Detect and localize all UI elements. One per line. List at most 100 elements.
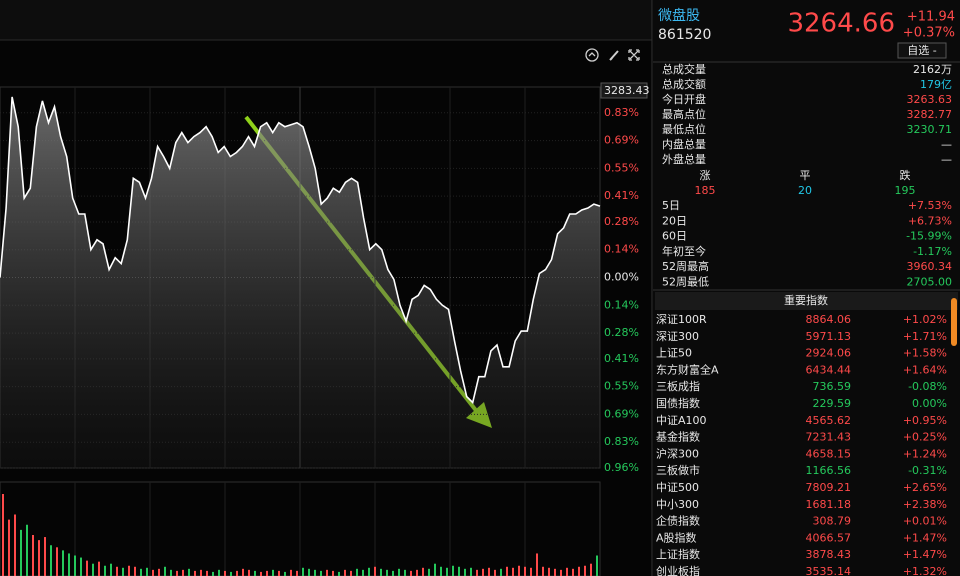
high-label-box	[600, 82, 648, 99]
volume-bar	[56, 547, 58, 576]
volume-bar	[134, 566, 136, 576]
period-value: +6.73%	[908, 214, 952, 227]
change: +11.94	[907, 10, 955, 25]
y-tick-label: 0.96%	[604, 461, 639, 474]
index-name: 深证300	[656, 330, 699, 343]
volume-bar	[512, 567, 514, 576]
index-change: +1.47%	[903, 548, 947, 561]
stat-value: 3282.77	[907, 108, 953, 121]
toolbar	[585, 48, 640, 62]
stat-label: 外盘总量	[662, 152, 706, 166]
index-name: 东方财富全A	[656, 362, 719, 376]
index-change: +2.38%	[903, 498, 947, 511]
y-tick-label: 0.83%	[604, 106, 639, 119]
volume-bar	[146, 567, 148, 576]
index-name: 三板做市	[656, 463, 700, 477]
y-tick-label: 0.14%	[604, 298, 639, 311]
volume-bar	[572, 568, 574, 576]
volume-bar	[566, 567, 568, 576]
period-value: -15.99%	[906, 230, 952, 243]
volume-bar	[140, 568, 142, 576]
collapse-icon[interactable]	[585, 48, 599, 62]
volume-bar	[98, 561, 100, 576]
index-value: 7809.21	[806, 481, 852, 494]
volume-bar	[560, 569, 562, 576]
volume-bar	[338, 571, 340, 576]
breadth-label: 跌	[900, 168, 911, 182]
index-value: 1681.18	[806, 498, 852, 511]
volume-bar	[416, 569, 418, 576]
volume-bar	[260, 571, 262, 576]
volume-bar	[164, 566, 166, 576]
stat-label: 最低点位	[662, 122, 706, 136]
index-value: 308.79	[813, 515, 852, 528]
index-value: 6434.44	[806, 363, 852, 376]
volume-bar	[320, 570, 322, 576]
period-label: 60日	[662, 230, 687, 243]
volume-bar	[434, 563, 436, 576]
volume-bar	[122, 567, 124, 576]
draw-icon[interactable]	[609, 50, 619, 61]
index-change: +1.58%	[903, 347, 947, 360]
volume-bar	[20, 529, 22, 576]
period-label: 52周最低	[662, 276, 709, 289]
period-value: 3960.34	[907, 260, 953, 273]
index-name: 创业板指	[656, 564, 700, 576]
volume-bar	[230, 571, 232, 576]
watchlist-button[interactable]	[897, 42, 947, 59]
index-title: 重要指数	[784, 293, 828, 307]
volume-bar	[494, 569, 496, 576]
volume-bar	[176, 570, 178, 576]
watchlist-label[interactable]: 自选 -	[907, 44, 936, 57]
volume-bar	[290, 569, 292, 576]
stat-value: 3230.71	[907, 123, 953, 136]
index-value: 8864.06	[806, 313, 852, 326]
stock-code: 861520	[658, 27, 711, 43]
index-value: 2924.06	[806, 347, 852, 360]
volume-bar	[266, 570, 268, 576]
volume-bar	[536, 553, 538, 576]
period-value: +7.53%	[908, 199, 952, 212]
volume-bar	[476, 569, 478, 576]
volume-bar	[38, 540, 40, 576]
volume-bar	[590, 563, 592, 576]
volume-bar	[368, 567, 370, 576]
breadth-label: 平	[800, 169, 811, 182]
index-name: 企债指数	[656, 514, 700, 528]
volume-bar	[104, 565, 106, 576]
volume-bar	[326, 569, 328, 576]
volume-bar	[278, 570, 280, 576]
index-name: 中证500	[656, 481, 699, 494]
stat-label: 最高点位	[662, 107, 706, 121]
index-change: +1.02%	[903, 313, 947, 326]
fullscreen-icon[interactable]	[628, 49, 640, 61]
scrollbar[interactable]	[951, 298, 957, 346]
y-tick-label: 0.55%	[604, 380, 639, 393]
stat-value: 179亿	[920, 78, 952, 91]
breadth-value: 20	[798, 184, 812, 197]
volume-bar	[302, 567, 304, 576]
y-tick-label: 0.28%	[604, 215, 639, 228]
stat-label: 今日开盘	[662, 92, 706, 106]
volume-bar	[356, 568, 358, 576]
stat-value: 2162万	[913, 63, 952, 76]
volume-bar	[578, 566, 580, 576]
volume-bar	[92, 563, 94, 576]
volume-bar	[554, 568, 556, 576]
volume-bar	[110, 563, 112, 576]
index-name: 中证A100	[656, 414, 707, 427]
stat-label: 内盘总量	[662, 137, 706, 151]
volume-bar	[200, 569, 202, 576]
index-name: 上证50	[656, 347, 692, 360]
period-label: 20日	[662, 214, 687, 227]
price-area	[0, 96, 600, 469]
volume-bar	[236, 570, 238, 576]
stat-value: —	[941, 138, 952, 151]
volume-bar	[188, 568, 190, 576]
index-name: 国债指数	[656, 396, 700, 410]
volume-bar	[44, 537, 46, 576]
y-tick-label: 0.00%	[604, 271, 639, 284]
volume-bar	[8, 519, 10, 576]
index-value: 3535.14	[806, 565, 852, 576]
volume-bar	[26, 524, 28, 576]
